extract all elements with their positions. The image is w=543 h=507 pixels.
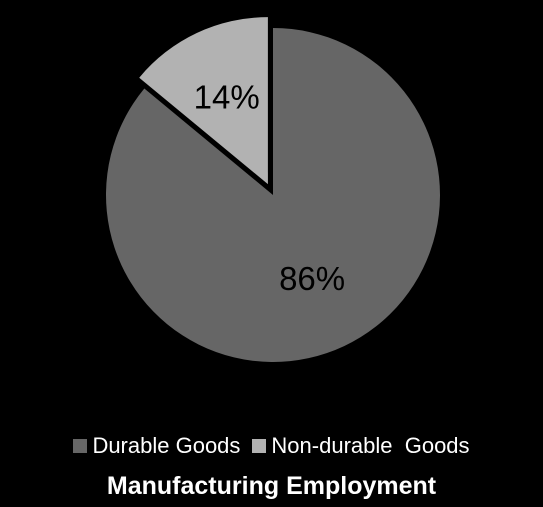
chart-legend: Durable Goods Non-durable Goods bbox=[0, 432, 543, 460]
pie-slice-durable-goods bbox=[106, 28, 440, 362]
legend-label-durable-goods: Durable Goods bbox=[92, 433, 241, 458]
pie-svg: 86% 14% bbox=[106, 17, 440, 362]
legend-label-non-durable-goods: Non-durable Goods bbox=[271, 433, 470, 458]
legend-swatch-non-durable-goods bbox=[252, 439, 267, 453]
legend-swatch-durable-goods bbox=[73, 439, 88, 453]
data-label-durable-goods: 86% bbox=[279, 260, 345, 297]
pie-chart: 86% 14% bbox=[106, 17, 440, 362]
data-label-non-durable-goods: 14% bbox=[194, 79, 260, 116]
legend-item-non-durable-goods: Non-durable Goods bbox=[252, 433, 470, 459]
chart-title: Manufacturing Employment bbox=[106, 472, 437, 500]
legend-item-durable-goods: Durable Goods bbox=[73, 433, 240, 459]
pie-slice-non-durable-goods bbox=[139, 17, 268, 185]
